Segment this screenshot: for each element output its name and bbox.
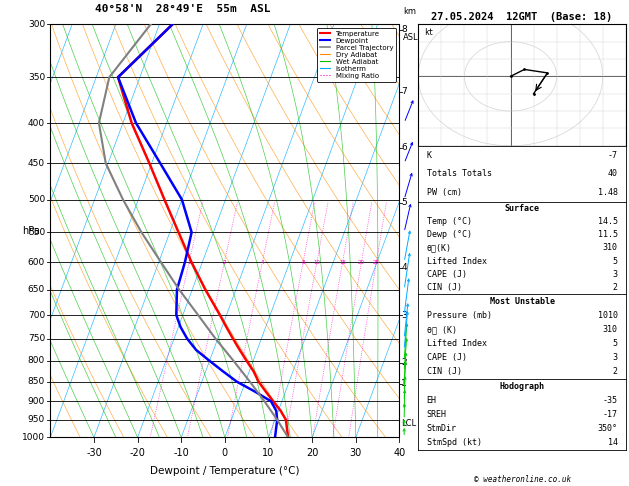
Text: 40: 40: [608, 169, 618, 178]
Text: 40: 40: [393, 448, 406, 458]
Text: 15: 15: [339, 260, 346, 265]
Text: 2: 2: [419, 315, 424, 324]
Text: 500: 500: [28, 195, 45, 204]
Text: CAPE (J): CAPE (J): [426, 353, 467, 363]
Text: 450: 450: [28, 159, 45, 168]
Text: ASL: ASL: [403, 33, 418, 42]
Text: 7: 7: [401, 87, 407, 96]
Text: kt: kt: [425, 28, 434, 37]
Text: Pressure (mb): Pressure (mb): [426, 311, 492, 320]
Text: 300: 300: [28, 20, 45, 29]
Text: 30: 30: [350, 448, 362, 458]
Text: 1: 1: [187, 260, 191, 265]
Text: 8: 8: [301, 260, 305, 265]
Text: CIN (J): CIN (J): [426, 367, 462, 377]
Text: 20: 20: [358, 260, 365, 265]
Text: Dewp (°C): Dewp (°C): [426, 230, 472, 239]
Text: 350: 350: [28, 73, 45, 82]
Text: 1010: 1010: [598, 311, 618, 320]
Text: 5: 5: [613, 257, 618, 265]
Text: -10: -10: [174, 448, 189, 458]
Text: 10: 10: [313, 260, 320, 265]
Text: 27.05.2024  12GMT  (Base: 18): 27.05.2024 12GMT (Base: 18): [431, 12, 613, 22]
Text: StmSpd (kt): StmSpd (kt): [426, 438, 482, 447]
Text: 11.5: 11.5: [598, 230, 618, 239]
Text: θᴄ (K): θᴄ (K): [426, 325, 457, 334]
Text: 5: 5: [401, 198, 407, 208]
Text: Dewpoint / Temperature (°C): Dewpoint / Temperature (°C): [150, 467, 299, 476]
Text: 25: 25: [373, 260, 380, 265]
Text: -7: -7: [608, 151, 618, 159]
Text: 350°: 350°: [598, 424, 618, 433]
Text: 2: 2: [401, 359, 407, 367]
Text: 850: 850: [28, 377, 45, 386]
Text: EH: EH: [426, 396, 437, 405]
Text: 950: 950: [28, 416, 45, 424]
Text: 8: 8: [401, 25, 407, 35]
Text: 14.5: 14.5: [598, 217, 618, 226]
Text: StmDir: StmDir: [426, 424, 457, 433]
Text: -17: -17: [603, 410, 618, 419]
Text: 0: 0: [222, 448, 228, 458]
Text: 550: 550: [28, 228, 45, 237]
Text: 750: 750: [28, 334, 45, 343]
Text: -30: -30: [86, 448, 102, 458]
Text: 650: 650: [28, 285, 45, 294]
Text: 900: 900: [28, 397, 45, 406]
Text: 800: 800: [28, 356, 45, 365]
Text: 310: 310: [603, 325, 618, 334]
Text: LCL: LCL: [401, 419, 416, 428]
Text: Most Unstable: Most Unstable: [489, 296, 555, 306]
Text: PW (cm): PW (cm): [426, 188, 462, 197]
Text: 20: 20: [306, 448, 318, 458]
Text: CIN (J): CIN (J): [426, 283, 462, 292]
Text: Lifted Index: Lifted Index: [426, 257, 487, 265]
Text: 4: 4: [419, 228, 424, 237]
Text: 1.48: 1.48: [598, 188, 618, 197]
Text: 2: 2: [223, 260, 226, 265]
Text: 10: 10: [262, 448, 275, 458]
Text: 310: 310: [603, 243, 618, 252]
Text: 1000: 1000: [22, 433, 45, 442]
Legend: Temperature, Dewpoint, Parcel Trajectory, Dry Adiabat, Wet Adiabat, Isotherm, Mi: Temperature, Dewpoint, Parcel Trajectory…: [317, 28, 396, 82]
Text: 3: 3: [613, 270, 618, 279]
Text: Lifted Index: Lifted Index: [426, 339, 487, 348]
Text: 4: 4: [260, 260, 264, 265]
Text: Totals Totals: Totals Totals: [426, 169, 492, 178]
Text: 1: 1: [401, 379, 407, 388]
Text: SREH: SREH: [426, 410, 447, 419]
Text: CAPE (J): CAPE (J): [426, 270, 467, 279]
Text: 700: 700: [28, 311, 45, 319]
Text: 2: 2: [613, 367, 618, 377]
Text: 4: 4: [401, 263, 407, 272]
Text: 400: 400: [28, 119, 45, 127]
Text: 14: 14: [608, 438, 618, 447]
Text: © weatheronline.co.uk: © weatheronline.co.uk: [474, 474, 571, 484]
Text: 40°58'N  28°49'E  55m  ASL: 40°58'N 28°49'E 55m ASL: [95, 4, 270, 14]
Text: 5: 5: [613, 339, 618, 348]
Text: hPa: hPa: [22, 226, 40, 236]
Text: Surface: Surface: [504, 204, 540, 213]
Text: Hodograph: Hodograph: [499, 382, 545, 391]
Text: 3: 3: [419, 275, 425, 283]
Text: -35: -35: [603, 396, 618, 405]
Text: Temp (°C): Temp (°C): [426, 217, 472, 226]
Text: -20: -20: [130, 448, 145, 458]
Text: 600: 600: [28, 258, 45, 267]
Text: K: K: [426, 151, 431, 159]
Text: km: km: [403, 7, 416, 16]
Text: 2: 2: [613, 283, 618, 292]
Text: 3: 3: [613, 353, 618, 363]
Text: 1: 1: [419, 361, 425, 369]
Text: θᴄ(K): θᴄ(K): [426, 243, 452, 252]
Text: 3: 3: [401, 311, 407, 319]
Text: 6: 6: [401, 143, 407, 152]
Text: Mixing Ratio (g/kg): Mixing Ratio (g/kg): [423, 191, 432, 271]
